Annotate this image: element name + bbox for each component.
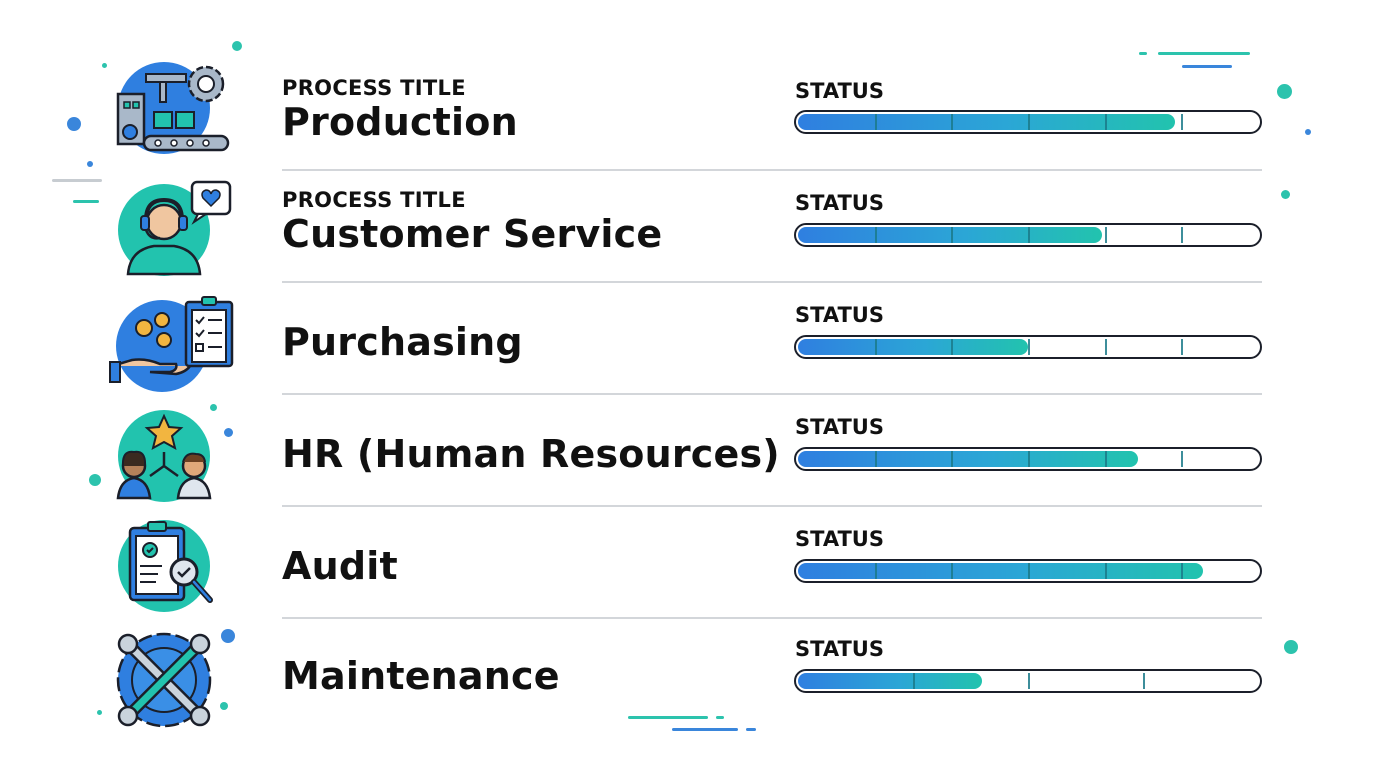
status-progress-tick [1181, 451, 1184, 467]
status-progress-tick [951, 563, 954, 579]
decor-dot [97, 710, 102, 715]
status-progress-fill [798, 451, 1139, 467]
process-title: Purchasing [282, 320, 523, 364]
purchasing-hand-coins-clipboard-icon [106, 288, 236, 392]
status-progress-tick [951, 339, 954, 355]
status-progress-tick [874, 339, 877, 355]
row-divider [282, 617, 1262, 619]
status-label: STATUS [795, 191, 884, 215]
row-divider [282, 169, 1262, 171]
decor-dash [73, 200, 99, 203]
decor-dot [87, 161, 93, 167]
status-progress-bar [794, 669, 1262, 693]
status-progress-tick [1104, 227, 1107, 243]
status-progress-bar [794, 110, 1262, 134]
process-title: Customer Service [282, 212, 663, 256]
process-eyebrow-label: PROCESS TITLE [282, 76, 466, 100]
status-progress-bar [794, 335, 1262, 359]
factory-conveyor-gear-icon [106, 56, 236, 160]
status-progress-tick [1028, 339, 1030, 355]
decor-dot [210, 404, 217, 411]
process-title: HR (Human Resources) [282, 432, 780, 476]
status-progress-tick [1028, 451, 1030, 467]
process-eyebrow-label: PROCESS TITLE [282, 188, 466, 212]
status-progress-tick [1104, 339, 1107, 355]
status-label: STATUS [795, 303, 884, 327]
decor-dot [1284, 640, 1298, 654]
status-progress-tick [951, 227, 954, 243]
status-progress-tick [874, 563, 877, 579]
process-title: Production [282, 100, 518, 144]
decor-dash [672, 728, 738, 731]
decor-dot [1305, 129, 1311, 135]
audit-clipboard-magnifier-icon [106, 512, 236, 616]
decor-dash [746, 728, 756, 731]
status-progress-bar [794, 559, 1262, 583]
decor-dash [1139, 52, 1147, 55]
decor-dash [52, 179, 102, 182]
status-progress-tick [951, 451, 954, 467]
process-row-maintenance: Maintenance STATUS [0, 617, 1376, 730]
row-divider [282, 281, 1262, 283]
status-progress-fill [798, 673, 982, 689]
status-progress-tick [1104, 114, 1107, 130]
status-progress-bar [794, 223, 1262, 247]
status-progress-tick [1143, 673, 1145, 689]
status-progress-fill [798, 563, 1203, 579]
process-title: Maintenance [282, 654, 560, 698]
status-label: STATUS [795, 415, 884, 439]
status-progress-bar [794, 447, 1262, 471]
decor-dash [628, 716, 708, 719]
decor-dot [220, 702, 228, 710]
hr-people-star-icon [106, 400, 236, 504]
row-divider [282, 505, 1262, 507]
decor-dot [67, 117, 81, 131]
row-divider [282, 393, 1262, 395]
status-progress-tick [874, 451, 877, 467]
process-row-production: PROCESS TITLE Production STATUS [0, 50, 1376, 162]
decor-dash [1158, 52, 1250, 55]
status-label: STATUS [795, 527, 884, 551]
decor-dash [716, 716, 724, 719]
maintenance-wrenches-gear-icon [106, 624, 236, 728]
status-label: STATUS [795, 79, 884, 103]
process-row-purchasing: Purchasing STATUS [0, 281, 1376, 394]
status-progress-tick [1181, 563, 1184, 579]
decor-dot [89, 474, 101, 486]
status-progress-tick [951, 114, 954, 130]
decor-dot [224, 428, 233, 437]
status-progress-fill [798, 339, 1028, 355]
process-title: Audit [282, 544, 398, 588]
status-progress-tick [1181, 227, 1184, 243]
decor-dot [221, 629, 235, 643]
status-progress-fill [798, 227, 1102, 243]
status-progress-tick [1028, 227, 1030, 243]
status-progress-fill [798, 114, 1176, 130]
decor-dot [102, 63, 107, 68]
status-progress-tick [913, 673, 915, 689]
status-progress-tick [1028, 563, 1030, 579]
status-progress-tick [1181, 339, 1184, 355]
decor-dot [1281, 190, 1290, 199]
status-progress-tick [1104, 451, 1107, 467]
decor-dash [1182, 65, 1232, 68]
status-progress-tick [1028, 673, 1030, 689]
status-progress-tick [1028, 114, 1030, 130]
process-row-hr: HR (Human Resources) STATUS [0, 393, 1376, 506]
decor-dot [232, 41, 242, 51]
status-progress-tick [1181, 114, 1184, 130]
status-label: STATUS [795, 637, 884, 661]
status-progress-tick [874, 114, 877, 130]
decor-dot [1277, 84, 1292, 99]
process-row-audit: Audit STATUS [0, 505, 1376, 618]
status-progress-tick [1104, 563, 1107, 579]
process-row-customer-service: PROCESS TITLE Customer Service STATUS [0, 169, 1376, 282]
status-progress-tick [874, 227, 877, 243]
customer-service-headset-icon [106, 176, 236, 280]
